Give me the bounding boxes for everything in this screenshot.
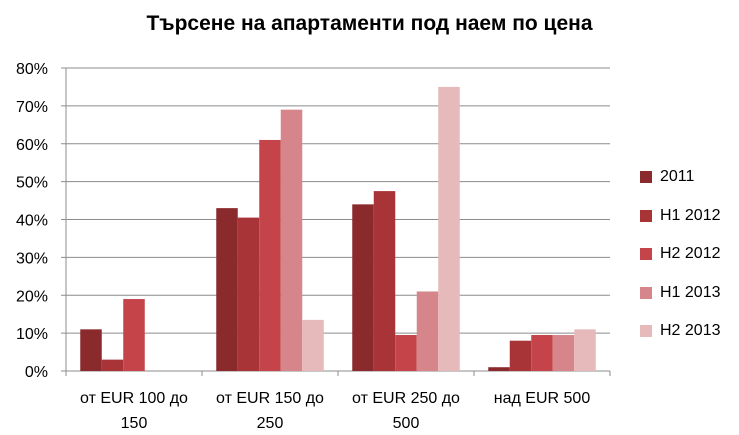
legend-item: 2011 <box>640 158 735 197</box>
legend-item: H2 2013 <box>640 312 735 351</box>
legend-label: 2011 <box>660 168 695 186</box>
bar <box>80 329 102 371</box>
legend-label: H2 2013 <box>660 322 721 340</box>
x-tick-label: от EUR 100 до <box>80 390 188 407</box>
y-tick-label: 0% <box>25 364 48 381</box>
y-tick-label: 10% <box>16 326 48 343</box>
bar <box>280 109 303 371</box>
bar <box>302 319 324 371</box>
bar <box>552 335 575 371</box>
y-tick-label: 40% <box>16 213 48 230</box>
legend-item: H1 2013 <box>640 274 735 313</box>
y-tick-label: 20% <box>16 288 48 305</box>
bar <box>101 359 124 371</box>
bar <box>395 335 417 371</box>
bar <box>488 367 510 371</box>
y-tick-label: 80% <box>16 61 48 78</box>
y-tick-label: 70% <box>16 99 48 116</box>
y-tick-label: 50% <box>16 175 48 192</box>
x-tick-label: 150 <box>121 415 148 432</box>
x-tick-label: от EUR 150 до <box>216 390 324 407</box>
legend-item: H1 2012 <box>640 197 735 236</box>
bar <box>438 86 460 371</box>
legend-swatch <box>640 286 652 299</box>
bar <box>123 299 145 371</box>
x-tick-label: от EUR 250 до <box>352 390 460 407</box>
legend-label: H2 2012 <box>660 245 721 263</box>
legend-swatch <box>640 171 652 184</box>
bar <box>259 139 281 371</box>
legend-label: H1 2012 <box>660 206 721 224</box>
bar <box>352 204 374 371</box>
x-tick-label: над EUR 500 <box>494 390 591 407</box>
bar <box>416 291 439 371</box>
legend-swatch <box>640 248 652 261</box>
bar <box>574 329 596 371</box>
legend-label: H1 2013 <box>660 283 721 301</box>
bar <box>373 191 396 371</box>
bar <box>216 208 238 371</box>
legend-swatch <box>640 209 652 222</box>
bar <box>509 340 532 371</box>
x-tick-label: 500 <box>393 415 420 432</box>
bar <box>531 335 553 371</box>
legend-item: H2 2012 <box>640 235 735 274</box>
y-tick-label: 60% <box>16 137 48 154</box>
legend: 2011 H1 2012 H2 2012 H1 2013 H2 2013 <box>640 158 735 351</box>
legend-swatch <box>640 325 652 338</box>
bar <box>237 217 260 371</box>
y-tick-label: 30% <box>16 250 48 267</box>
x-tick-label: 250 <box>257 415 284 432</box>
chart-title: Търсене на апартаменти под наем по цена <box>146 12 593 35</box>
